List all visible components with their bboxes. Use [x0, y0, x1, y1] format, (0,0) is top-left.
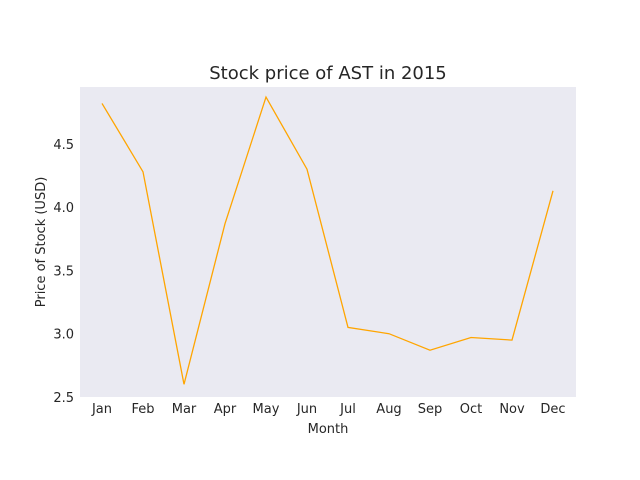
x-axis-ticks: Jan Feb Mar Apr May Jun Jul Aug Sep Oct Nov Dec	[91, 402, 566, 417]
y-tick-label: 3.0	[53, 328, 74, 343]
x-tick-label: May	[253, 402, 280, 417]
x-tick-label: Feb	[131, 402, 154, 417]
x-tick-label: Oct	[460, 402, 482, 417]
chart-title: Stock price of AST in 2015	[209, 63, 447, 84]
series-line	[101, 95, 554, 385]
y-tick-label: 3.5	[53, 264, 74, 279]
y-tick-label: 4.0	[53, 201, 74, 216]
y-axis-ticks: 2.5 3.0 3.5 4.0 4.5	[53, 138, 74, 406]
x-tick-label: Sep	[418, 402, 443, 417]
x-axis-label: Month	[308, 422, 349, 437]
series-layer	[101, 95, 554, 385]
x-tick-label: Apr	[214, 402, 237, 417]
y-tick-label: 4.5	[53, 138, 74, 153]
x-tick-label: Jun	[296, 402, 317, 417]
y-axis-label: Price of Stock (USD)	[34, 177, 49, 308]
x-tick-label: Dec	[540, 402, 565, 417]
y-tick-label: 2.5	[53, 391, 74, 406]
plot-area	[80, 87, 576, 397]
x-tick-label: Mar	[172, 402, 197, 417]
x-tick-label: Jan	[91, 402, 112, 417]
x-tick-label: Jul	[339, 402, 356, 417]
x-tick-label: Nov	[499, 402, 525, 417]
x-tick-label: Aug	[376, 402, 401, 417]
